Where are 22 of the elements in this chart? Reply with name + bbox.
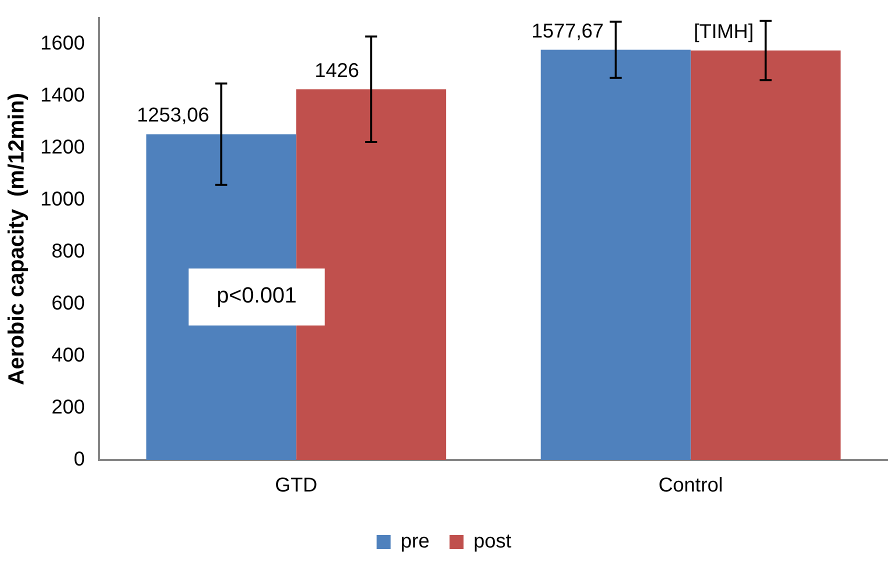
data-label: [TIMH] <box>694 21 754 44</box>
y-tick-label: 0 <box>74 448 85 471</box>
y-tick-label: 1400 <box>40 84 85 107</box>
x-tick-label: Control <box>658 474 723 497</box>
y-tick-label: 600 <box>52 292 85 315</box>
data-label: 1426 <box>314 60 360 82</box>
y-tick-label: 200 <box>52 396 85 419</box>
annotation: p<0.001 <box>216 282 297 308</box>
data-label: 1253,06 <box>136 104 210 127</box>
data-label: 1577,67 <box>531 20 604 42</box>
y-tick-label: 1000 <box>40 188 85 211</box>
bar <box>690 50 841 460</box>
y-tick-label: 1600 <box>40 32 85 55</box>
bar <box>296 89 446 460</box>
bar <box>540 50 691 460</box>
y-tick-label: 800 <box>52 240 85 263</box>
y-axis-title: Aerobic capacity (m/12min) <box>3 92 28 386</box>
x-tick-label: GTD <box>275 474 318 497</box>
legend-label: pre <box>400 530 430 553</box>
y-tick-label: 1200 <box>40 136 85 159</box>
y-tick-label: 400 <box>52 344 85 367</box>
legend-label: post <box>474 530 512 553</box>
